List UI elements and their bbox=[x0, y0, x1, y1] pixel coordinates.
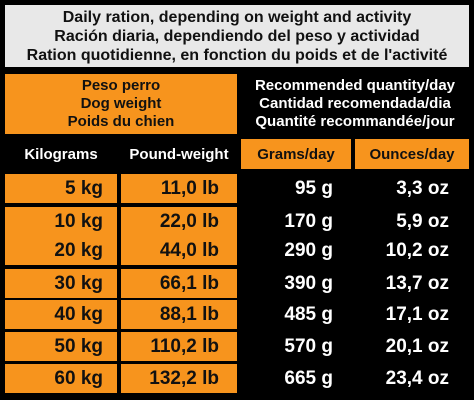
cell-ounces: 17,1 oz bbox=[355, 300, 469, 329]
cell-pounds: 88,1 lb bbox=[121, 300, 237, 329]
cell-pounds: 66,1 lb bbox=[121, 269, 237, 298]
title-spanish: Ración diaria, dependiendo del peso y ac… bbox=[54, 27, 420, 45]
quantity-header-spanish: Cantidad recomendada/dia bbox=[259, 95, 451, 112]
cell-ounces: 13,7 oz bbox=[355, 269, 469, 298]
weight-header-english: Dog weight bbox=[80, 95, 162, 112]
cell-kilograms: 40 kg bbox=[5, 300, 117, 329]
cell-kilograms: 10 kg bbox=[5, 207, 117, 236]
column-header-pounds: Pound-weight bbox=[121, 139, 237, 169]
cell-pounds: 132,2 lb bbox=[121, 364, 237, 393]
cell-pounds: 22,0 lb bbox=[121, 207, 237, 236]
weight-header-spanish: Peso perro bbox=[81, 77, 161, 94]
cell-ounces: 23,4 oz bbox=[355, 364, 469, 393]
cell-kilograms: 60 kg bbox=[5, 364, 117, 393]
weight-group-header: Peso perro Dog weight Poids du chien bbox=[5, 74, 237, 134]
cell-grams: 170 g bbox=[241, 207, 351, 236]
weight-header-french: Poids du chien bbox=[67, 113, 175, 130]
title-french: Ration quotidienne, en fonction du poids… bbox=[26, 46, 448, 64]
cell-ounces: 10,2 oz bbox=[355, 236, 469, 265]
cell-grams: 570 g bbox=[241, 332, 351, 361]
cell-pounds: 11,0 lb bbox=[121, 174, 237, 203]
column-header-kilograms: Kilograms bbox=[5, 139, 117, 169]
cell-kilograms: 5 kg bbox=[5, 174, 117, 203]
column-header-ounces: Ounces/day bbox=[355, 139, 469, 169]
title-box: Daily ration, depending on weight and ac… bbox=[5, 5, 469, 67]
quantity-header-french: Quantité recommandée/jour bbox=[255, 113, 455, 130]
cell-pounds: 110,2 lb bbox=[121, 332, 237, 361]
cell-grams: 665 g bbox=[241, 364, 351, 393]
cell-grams: 485 g bbox=[241, 300, 351, 329]
cell-kilograms: 50 kg bbox=[5, 332, 117, 361]
cell-ounces: 3,3 oz bbox=[355, 174, 469, 203]
cell-grams: 290 g bbox=[241, 236, 351, 265]
title-english: Daily ration, depending on weight and ac… bbox=[62, 8, 412, 26]
cell-ounces: 5,9 oz bbox=[355, 207, 469, 236]
quantity-group-header: Recommended quantity/day Cantidad recome… bbox=[241, 74, 469, 134]
cell-grams: 95 g bbox=[241, 174, 351, 203]
quantity-header-english: Recommended quantity/day bbox=[254, 77, 456, 94]
column-header-grams: Grams/day bbox=[241, 139, 351, 169]
cell-kilograms: 30 kg bbox=[5, 269, 117, 298]
cell-grams: 390 g bbox=[241, 269, 351, 298]
cell-kilograms: 20 kg bbox=[5, 236, 117, 265]
cell-ounces: 20,1 oz bbox=[355, 332, 469, 361]
cell-pounds: 44,0 lb bbox=[121, 236, 237, 265]
